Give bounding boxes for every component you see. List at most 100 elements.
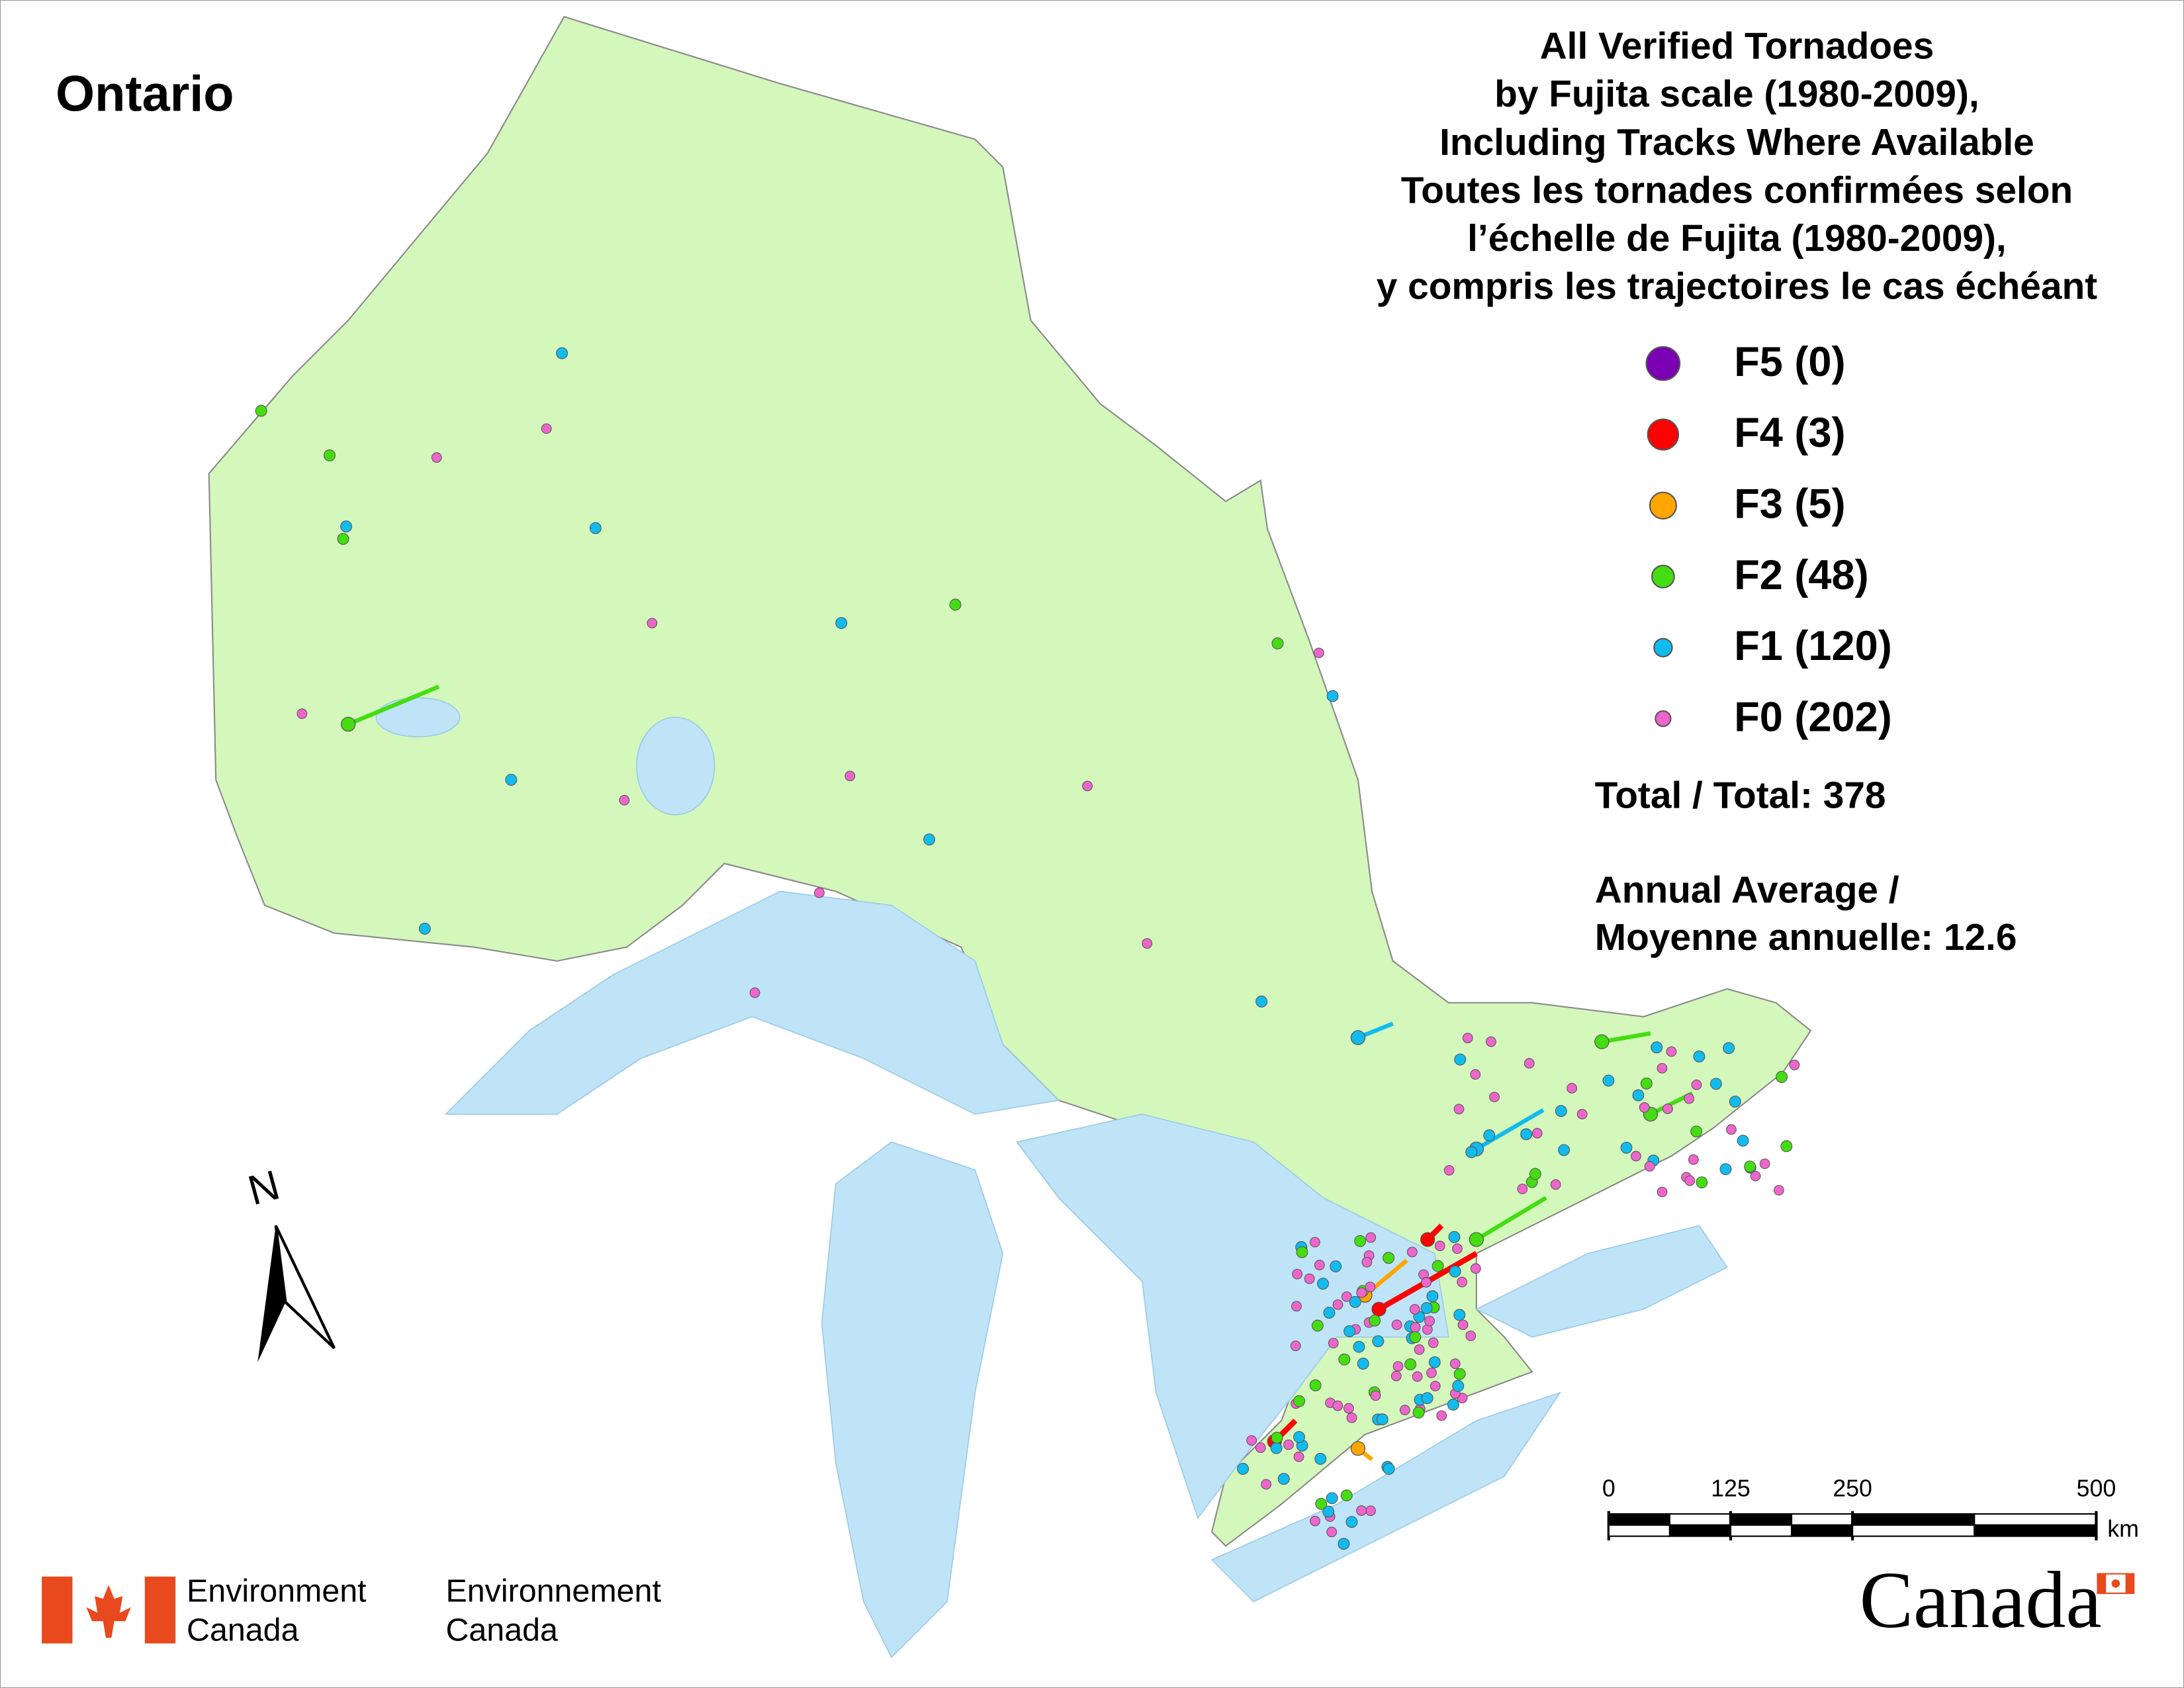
tornado-point	[418, 923, 431, 935]
tornado-point	[1353, 1340, 1365, 1353]
tornado-point	[1383, 1462, 1395, 1475]
scale-segment	[1668, 1513, 1732, 1526]
tornado-point	[1326, 690, 1339, 702]
tornado-point	[1709, 1078, 1722, 1090]
legend-symbol	[1653, 637, 1673, 658]
tornado-point	[1737, 1135, 1749, 1147]
lake-huron	[1015, 1113, 1449, 1520]
tornado-point	[340, 520, 353, 533]
tornado-point	[1376, 1413, 1388, 1426]
legend-label: F3 (5)	[1734, 481, 1845, 528]
title-line: by Fujita scale (1980-2009),	[1494, 73, 1979, 115]
tornado-point	[505, 774, 518, 786]
tornado-point	[1457, 1319, 1469, 1331]
tornado-points	[255, 347, 1800, 1550]
tornado-point	[1443, 1165, 1455, 1176]
tornado-point	[1428, 1356, 1441, 1368]
scale-segment	[1974, 1513, 2097, 1526]
legend: F5 (0) F4 (3) F3 (5) F2 (48) F1 (120) F0 (202…	[1645, 339, 1892, 740]
tornado-point	[1315, 1497, 1328, 1510]
annual-average: Moyenne annuelle: 12.6	[1595, 917, 2017, 959]
scale-segment	[1790, 1513, 1854, 1526]
tornado-point	[1620, 1141, 1633, 1154]
tornado-point	[1296, 1246, 1308, 1258]
tornado-point	[1390, 1370, 1402, 1382]
tornado-point	[1271, 1431, 1283, 1444]
tornado-point	[1644, 1161, 1655, 1172]
tornado-point	[1330, 1260, 1342, 1272]
tornado-point	[324, 449, 336, 461]
tornado-point	[1409, 1331, 1422, 1343]
tornado-point	[1555, 1105, 1567, 1117]
canada-wordmark: Canada	[1860, 1556, 2135, 1645]
tornado-point	[1469, 1232, 1484, 1247]
scale-segment	[1729, 1524, 1793, 1537]
tornado-point	[1350, 1030, 1366, 1045]
tornado-point	[1332, 1400, 1343, 1411]
tornado-point	[337, 533, 349, 545]
tornado-point	[1558, 1144, 1570, 1156]
tornado-point	[1311, 1319, 1324, 1332]
tornado-point	[1726, 1124, 1737, 1135]
tornado-point	[1465, 1146, 1478, 1158]
tornado-point	[1428, 1337, 1439, 1348]
tornado-point	[1314, 1260, 1325, 1270]
tornado-point	[1082, 780, 1093, 792]
tornado-point	[1293, 1395, 1305, 1407]
tornado-point	[1304, 1273, 1315, 1284]
tornado-point	[1338, 1353, 1351, 1366]
tornado-point	[1414, 1344, 1425, 1355]
tornado-point	[1322, 1505, 1335, 1518]
tornado-point	[1436, 1410, 1447, 1421]
scale-segment	[1974, 1524, 2097, 1537]
scale-segment	[1790, 1524, 1854, 1537]
tornado-point	[1356, 1287, 1367, 1298]
tornado-point	[1424, 1315, 1435, 1327]
tornado-point	[1447, 1399, 1459, 1411]
title-line: y compris les trajectoires le cas échéan…	[1377, 266, 2097, 308]
tornado-point	[1237, 1462, 1250, 1475]
wordmark-flag	[2097, 1573, 2107, 1593]
tornado-point	[1309, 1379, 1322, 1391]
tornado-point	[1328, 1338, 1339, 1348]
tornado-point	[1693, 1051, 1706, 1062]
tornado-point	[1632, 1089, 1645, 1102]
tornado-point	[1517, 1184, 1528, 1194]
scale-segment	[1729, 1513, 1793, 1526]
tornado-point	[1524, 1058, 1535, 1069]
flag-bar	[144, 1576, 176, 1644]
tornado-point	[1255, 1442, 1266, 1453]
tornado-point	[1426, 1290, 1439, 1303]
lake-of-the-woods	[375, 697, 461, 737]
legend-symbol	[1655, 710, 1672, 727]
tornado-point	[1410, 1322, 1421, 1333]
tornado-point	[923, 833, 936, 846]
tornado-point	[1349, 1295, 1361, 1308]
tornado-point	[1744, 1160, 1756, 1173]
tornado-point	[1341, 1291, 1352, 1302]
tornado-point	[1142, 938, 1153, 949]
tornado-point	[1452, 1380, 1465, 1392]
tornado-point	[1470, 1069, 1481, 1080]
tornado-point	[1432, 1260, 1444, 1272]
tornado-point	[1789, 1059, 1800, 1070]
tornado-point	[1520, 1128, 1533, 1141]
arrow-half	[257, 1225, 286, 1362]
tornado-point	[1454, 1053, 1467, 1066]
total: Total / Total: 378	[1595, 775, 1886, 817]
tornado-point	[814, 887, 825, 898]
tornado-point	[1465, 1331, 1477, 1341]
tornado-point	[1719, 1163, 1732, 1176]
tornado-point	[1399, 1405, 1410, 1415]
tornado-point	[1662, 1103, 1673, 1114]
org-en: Environment	[187, 1573, 367, 1609]
tornado-point	[1666, 1046, 1677, 1057]
tornado-point	[1696, 1176, 1708, 1189]
tornado-point	[1729, 1096, 1741, 1108]
tornado-point	[1434, 1241, 1445, 1252]
tornado-point	[1323, 1307, 1336, 1319]
tornado-point	[1369, 1315, 1381, 1327]
tornado-point	[1421, 1277, 1432, 1288]
